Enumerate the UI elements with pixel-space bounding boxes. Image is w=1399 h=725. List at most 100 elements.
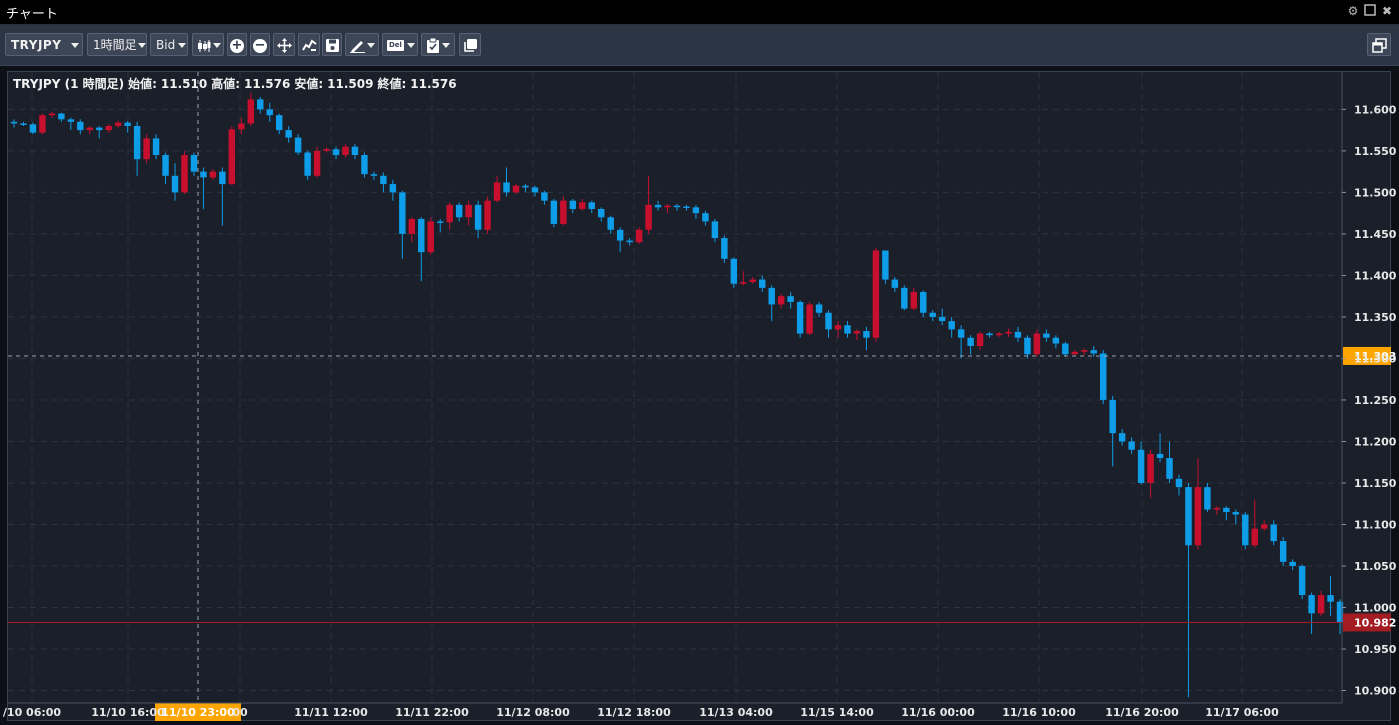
draw-button[interactable]: [345, 33, 379, 56]
clipboard-icon: [427, 37, 439, 53]
candle-body: [948, 321, 955, 330]
clipboard-button[interactable]: [421, 33, 455, 56]
candle: [361, 152, 368, 178]
candle: [598, 207, 605, 222]
x-tick-label: 00: [232, 706, 248, 719]
candle: [474, 200, 482, 239]
candle-body: [1024, 337, 1031, 355]
candle: [285, 125, 292, 143]
y-tick-label: 11.050: [1354, 560, 1397, 573]
y-tick-label: 11.150: [1354, 477, 1397, 490]
candle: [1232, 509, 1240, 525]
candle: [152, 134, 160, 160]
candlestick-icon: [198, 39, 211, 52]
candle: [1317, 590, 1325, 616]
candle-body: [1270, 524, 1277, 542]
candle-body: [967, 337, 974, 346]
zoom-in-icon: +: [230, 37, 244, 53]
timeframe-select[interactable]: 1時間足: [87, 33, 147, 56]
close-icon[interactable]: ✖: [1381, 4, 1393, 18]
candle-body: [86, 127, 93, 131]
window-title: チャート: [6, 7, 58, 22]
x-tick-label: 11/15 14:00: [800, 706, 874, 719]
candle: [266, 102, 273, 122]
candle-body: [1090, 350, 1097, 354]
zoom-out-button[interactable]: −: [250, 33, 270, 56]
crosshair-time-label: 11/10 23:00: [161, 706, 235, 719]
candle: [427, 217, 434, 255]
candle: [853, 329, 861, 341]
candle-body: [995, 333, 1003, 336]
candle-body: [124, 122, 131, 126]
candle: [1099, 350, 1107, 405]
x-tick-label: 11/13 04:00: [699, 706, 773, 719]
maximize-icon[interactable]: [1363, 4, 1377, 18]
candle: [455, 202, 463, 222]
save-button[interactable]: [322, 33, 342, 56]
gear-icon[interactable]: ⚙: [1347, 4, 1359, 18]
candle-body: [777, 296, 785, 305]
candle-body: [304, 152, 311, 176]
candle-body: [882, 250, 889, 280]
candle: [1336, 599, 1344, 635]
candle: [616, 227, 624, 253]
zoom-in-button[interactable]: +: [227, 33, 247, 56]
candle: [389, 179, 397, 201]
candle: [493, 175, 501, 203]
candle: [882, 250, 889, 284]
candle-body: [654, 204, 662, 208]
candle-body: [181, 155, 188, 193]
candle: [920, 290, 927, 317]
candle-body: [730, 258, 738, 284]
candle-body: [446, 204, 453, 223]
candle: [645, 175, 652, 234]
indicator-button[interactable]: [298, 33, 320, 56]
ohlc-symbol: TRYJPY (1 時間足): [13, 77, 125, 91]
candle-body: [1261, 524, 1268, 529]
chart-toolbar: TRYJPY 1時間足 Bid + −: [0, 25, 1399, 66]
candle-body: [370, 174, 378, 176]
symbol-select[interactable]: TRYJPY: [5, 33, 83, 56]
candle: [124, 120, 131, 133]
price-type-select[interactable]: Bid: [150, 33, 188, 56]
candle-body: [768, 287, 775, 305]
candle-body: [616, 229, 624, 241]
y-tick-label: 11.600: [1354, 103, 1397, 116]
current-price-badge: [1343, 613, 1391, 632]
candle-body: [560, 200, 567, 224]
candle: [39, 113, 46, 135]
candle: [626, 238, 633, 246]
candle-body: [607, 217, 614, 230]
candle: [1298, 564, 1306, 600]
candle-body: [436, 221, 444, 223]
candle-body: [20, 123, 27, 125]
chevron-down-icon: [406, 43, 415, 48]
move-button[interactable]: [273, 33, 295, 56]
candle-body: [863, 331, 870, 338]
candle-body: [418, 218, 425, 253]
candle-body: [749, 279, 756, 283]
candle: [67, 117, 75, 131]
candle-body: [162, 155, 169, 176]
candle-body: [1308, 595, 1315, 614]
candle-body: [29, 124, 37, 133]
candle-body: [531, 187, 539, 193]
candle: [607, 215, 614, 234]
candle: [512, 184, 520, 195]
candle: [77, 119, 84, 135]
candle-body: [323, 149, 330, 151]
candle: [294, 134, 302, 156]
candle-body: [427, 221, 434, 253]
chart-type-button[interactable]: [192, 33, 224, 56]
candle: [1223, 506, 1230, 521]
y-tick-label: 11.550: [1354, 145, 1397, 158]
close-value: 11.576: [410, 77, 457, 91]
new-window-button[interactable]: [1367, 33, 1391, 56]
chart-area[interactable]: [7, 71, 1391, 721]
candle-body: [901, 287, 908, 309]
candle: [759, 275, 766, 293]
candle: [332, 146, 340, 160]
copy-button[interactable]: [459, 33, 481, 56]
delete-button[interactable]: Del: [382, 33, 418, 56]
